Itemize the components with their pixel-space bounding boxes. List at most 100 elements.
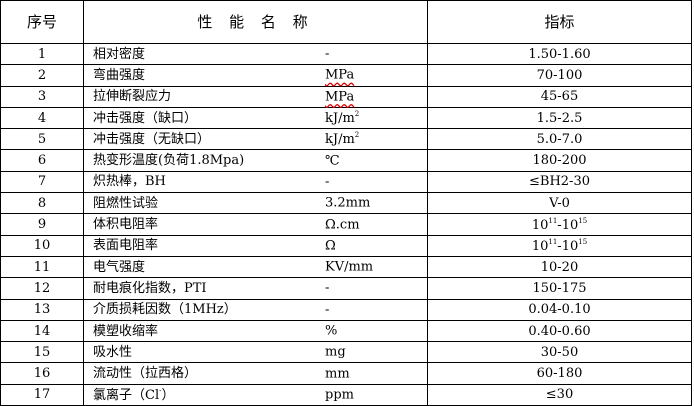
property-name: 电气强度 [93,259,146,275]
row-index: 9 [0,213,84,236]
row-index: 8 [0,192,84,215]
property-cell: 表面电阻率 Ω [83,234,428,257]
property-cell: 介质损耗因数（1MHz） - [83,298,428,321]
property-name: 冲击强度（无缺口） [93,131,211,147]
property-cell: 耐电痕化指数，PTI - [83,277,428,300]
property-cell: 阻燃性试验 3.2mm [83,192,428,215]
table-row: 2 弯曲强度 MPa 70-100 [0,64,692,87]
property-unit: - [325,174,330,190]
spec-value: 30-50 [427,341,692,364]
table-row: 12 耐电痕化指数，PTI - 150-175 [0,277,692,300]
property-name: 耐电痕化指数，PTI [93,280,207,296]
property-unit: MPa [325,67,355,83]
spec-value: 45-65 [427,85,692,108]
row-index: 17 [0,383,84,406]
row-index: 14 [0,319,84,343]
table-row: 9 体积电阻率 Ω.cm 1011-1015 [0,213,692,236]
spec-value: 1.50-1.60 [427,42,692,66]
spec-value: 5.0-7.0 [427,128,692,151]
table-row: 15 吸水性 mg 30-50 [0,341,692,364]
property-name: 相对密度 [93,46,146,62]
property-name: 氯离子（Cl-） [93,386,175,403]
table-row: 17 氯离子（Cl-） ppm ≤30 [0,383,692,406]
property-unit: kJ/m2 [325,131,360,148]
header-index: 序号 [0,0,84,44]
property-unit: Ω [325,238,336,254]
table-row: 16 流动性（拉西格） mm 60-180 [0,362,692,385]
row-index: 10 [0,234,84,257]
property-unit: Ω.cm [325,217,360,233]
property-cell: 氯离子（Cl-） ppm [83,383,428,406]
spec-value: ≤BH2-30 [427,170,692,194]
property-cell: 相对密度 - [83,42,428,66]
table-row: 4 冲击强度（缺口） kJ/m2 1.5-2.5 [0,106,692,130]
row-index: 15 [0,341,84,364]
property-cell: 模塑收缩率% [83,319,428,343]
property-unit: MPa [325,89,355,105]
row-index: 11 [0,255,84,279]
table-row: 7 炽热棒，BH - ≤BH2-30 [0,170,692,194]
header-row: 序号 性 能 名 称 指标 [0,0,692,44]
property-unit: mg [325,344,346,360]
property-name: 吸水性 [93,344,133,360]
property-cell: 流动性（拉西格） mm [83,362,428,385]
property-unit: KV/mm [325,259,374,275]
property-name: 拉伸断裂应力 [93,89,172,105]
property-name: 模塑收缩率 [93,323,159,339]
row-index: 12 [0,277,84,300]
spec-value: 1011-1015 [427,234,692,257]
spec-value: 180-200 [427,149,692,172]
property-cell: 热变形温度(负荷1.8Mpa) ℃ [83,149,428,172]
row-index: 3 [0,85,84,108]
property-name: 表面电阻率 [93,238,159,254]
spec-value: 0.04-0.10 [427,298,692,321]
property-cell: 电气强度 KV/mm [83,255,428,279]
property-cell: 冲击强度（缺口） kJ/m2 [83,106,428,130]
property-name: 阻燃性试验 [93,195,159,211]
property-name: 炽热棒，BH [93,174,166,190]
property-unit: kJ/m2 [325,110,360,127]
spec-value: 0.40-0.60 [427,319,692,343]
row-index: 4 [0,106,84,130]
property-unit: - [325,46,330,62]
table-row: 8 阻燃性试验 3.2mm V-0 [0,192,692,215]
property-unit: 3.2mm [325,195,371,211]
spec-value: ≤30 [427,383,692,406]
row-index: 13 [0,298,84,321]
table-row: 6 热变形温度(负荷1.8Mpa) ℃ 180-200 [0,149,692,172]
row-index: 7 [0,170,84,194]
table-row: 11 电气强度 KV/mm 10-20 [0,255,692,279]
table-row: 14 模塑收缩率% 0.40-0.60 [0,319,692,343]
spec-value: 10-20 [427,255,692,279]
property-name: 冲击强度（缺口） [93,110,198,126]
property-cell: 冲击强度（无缺口） kJ/m2 [83,128,428,151]
property-unit: ℃ [325,153,340,169]
spec-value: 70-100 [427,64,692,87]
row-index: 5 [0,128,84,151]
row-index: 2 [0,64,84,87]
row-index: 1 [0,42,84,66]
property-cell: 炽热棒，BH - [83,170,428,194]
property-cell: 吸水性 mg [83,341,428,364]
property-unit: mm [325,366,350,382]
property-cell: 体积电阻率 Ω.cm [83,213,428,236]
table-row: 10 表面电阻率 Ω 1011-1015 [0,234,692,257]
table-row: 3 拉伸断裂应力 MPa 45-65 [0,85,692,108]
spec-value: 150-175 [427,277,692,300]
property-name: 流动性（拉西格） [93,366,198,382]
property-unit: - [325,302,330,318]
spec-value: 1011-1015 [427,213,692,236]
spec-value: 1.5-2.5 [427,106,692,130]
property-name: 介质损耗因数（1MHz） [93,302,237,318]
header-spec: 指标 [427,0,692,44]
header-property: 性 能 名 称 [197,12,314,31]
row-index: 16 [0,362,84,385]
property-name: 弯曲强度 [93,67,146,83]
spec-value: 60-180 [427,362,692,385]
property-cell: 拉伸断裂应力 MPa [83,85,428,108]
property-unit: ppm [325,387,354,403]
table-row: 1 相对密度 - 1.50-1.60 [0,42,692,66]
spec-value: V-0 [427,192,692,215]
table-row: 13 介质损耗因数（1MHz） - 0.04-0.10 [0,298,692,321]
